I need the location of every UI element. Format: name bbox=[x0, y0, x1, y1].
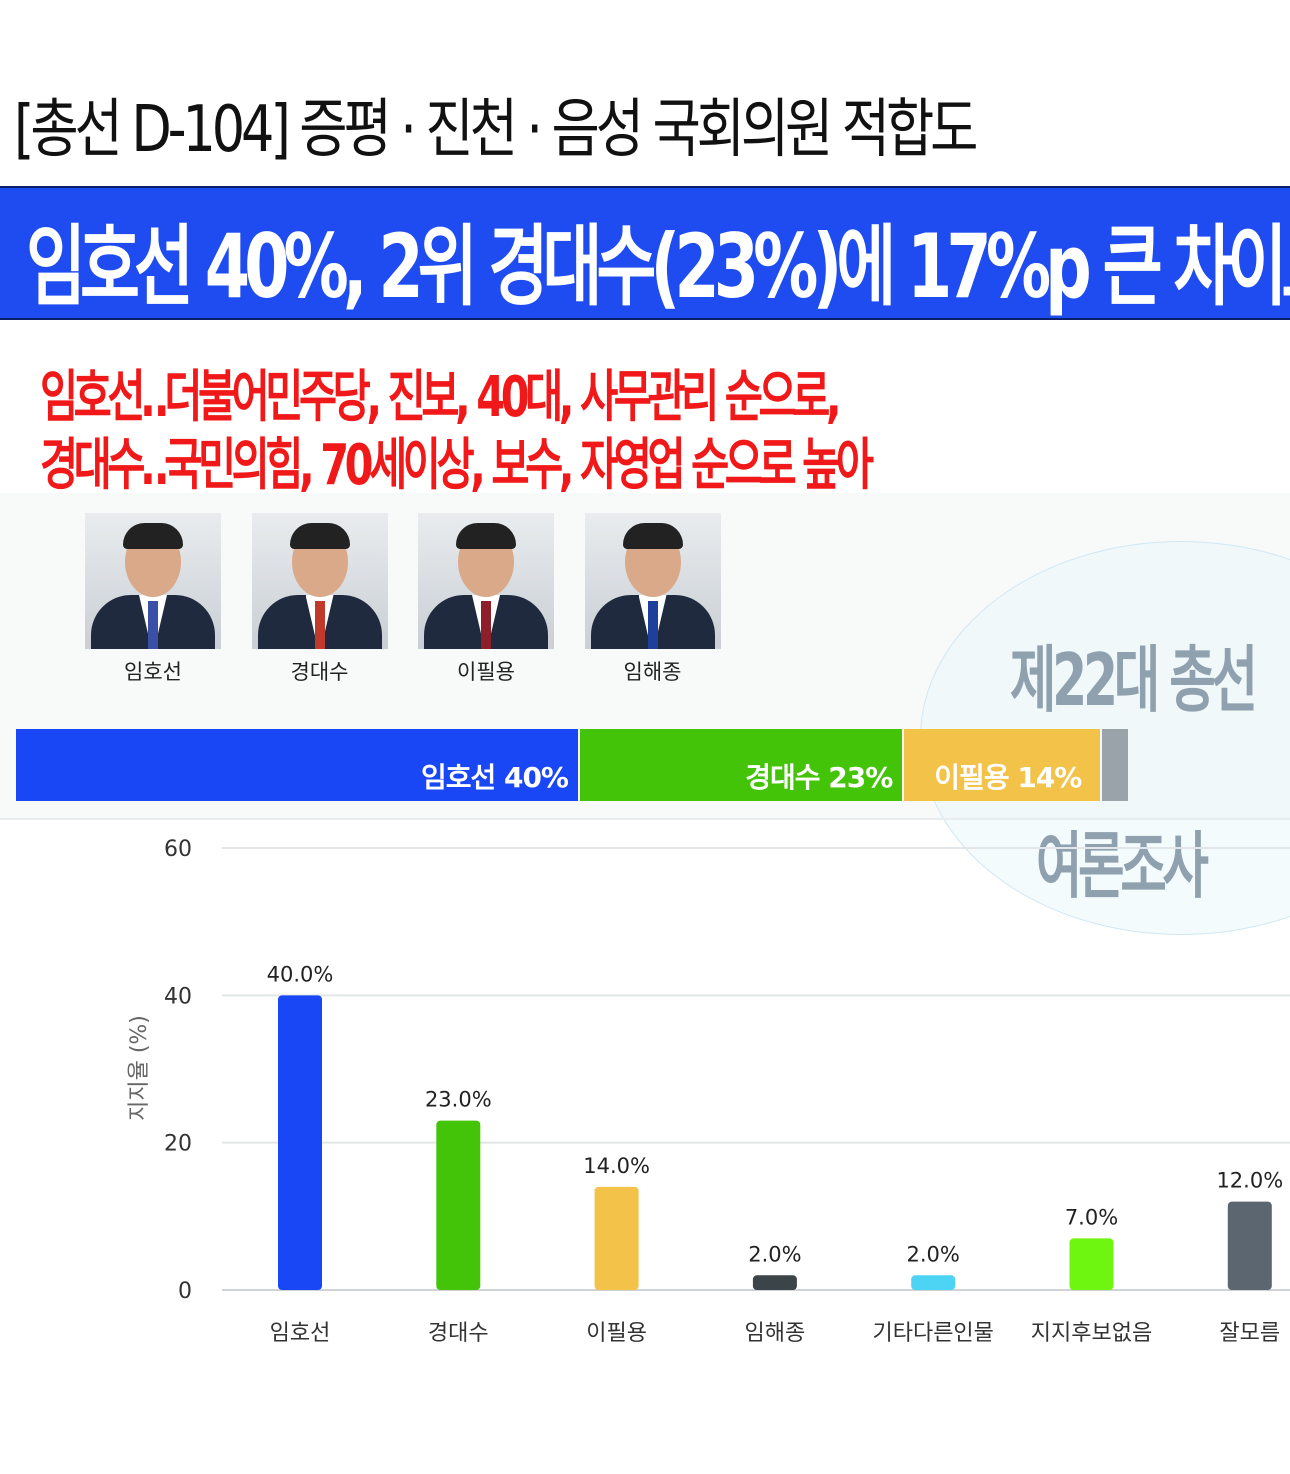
x-tick-label: 임해종 bbox=[745, 1321, 806, 1346]
y-tick-label: 40 bbox=[164, 984, 192, 1009]
watermark-line2: 여론조사 bbox=[1036, 824, 1209, 908]
y-tick-label: 60 bbox=[164, 837, 192, 862]
bar bbox=[594, 1186, 639, 1290]
subheadline-1: 임호선‥더불어민주당, 진보, 40대, 사무관리 순으로, bbox=[40, 365, 842, 430]
bar bbox=[911, 1275, 956, 1290]
candidate-name: 임호선 bbox=[124, 660, 182, 684]
data-label: 40.0% bbox=[267, 962, 334, 986]
x-tick-label: 임호선 bbox=[270, 1321, 331, 1346]
y-tick-label: 0 bbox=[178, 1279, 192, 1304]
stacked-segment-label: 임호선 40% bbox=[420, 761, 569, 794]
candidate-name: 경대수 bbox=[290, 660, 349, 684]
stacked-segment bbox=[904, 729, 1100, 801]
stacked-segment-label: 이필용 14% bbox=[934, 761, 1082, 794]
bar bbox=[752, 1275, 797, 1290]
data-label: 2.0% bbox=[748, 1242, 801, 1266]
data-label: 12.0% bbox=[1216, 1169, 1283, 1193]
candidate-photo bbox=[85, 513, 221, 649]
candidate-photo bbox=[418, 513, 554, 649]
bar bbox=[436, 1120, 481, 1290]
stacked-segment bbox=[16, 729, 578, 801]
bar bbox=[1227, 1201, 1272, 1290]
data-label: 7.0% bbox=[1065, 1205, 1118, 1229]
candidate-name: 이필용 bbox=[457, 660, 515, 684]
data-label: 23.0% bbox=[425, 1088, 492, 1112]
stacked-segment bbox=[580, 729, 903, 801]
x-tick-label: 잘모름 bbox=[1219, 1321, 1280, 1346]
x-tick-label: 지지후보없음 bbox=[1031, 1321, 1152, 1346]
candidate-photo bbox=[251, 513, 388, 649]
divider bbox=[0, 818, 1290, 820]
candidate-name: 임해종 bbox=[623, 660, 682, 684]
bar bbox=[1069, 1238, 1114, 1290]
data-label: 14.0% bbox=[583, 1154, 650, 1178]
x-tick-label: 경대수 bbox=[428, 1321, 489, 1346]
stacked-segment-label: 경대수 23% bbox=[745, 761, 893, 794]
x-tick-label: 이필용 bbox=[586, 1321, 647, 1346]
x-tick-label: 기타다른인물 bbox=[872, 1321, 993, 1346]
bar bbox=[278, 995, 322, 1290]
stacked-segment bbox=[1101, 729, 1128, 801]
y-tick-label: 20 bbox=[164, 1132, 192, 1157]
y-axis-label: 지지율 (%) bbox=[127, 1015, 152, 1121]
subheadline-2: 경대수‥국민의힘, 70세이상, 보수, 자영업 순으로 높아 bbox=[40, 433, 874, 498]
headline-banner bbox=[0, 186, 1290, 320]
kicker-title: [총선 D-104] 증평 · 진천 · 음성 국회의원 적합도 bbox=[14, 93, 978, 167]
candidate-photo bbox=[584, 513, 721, 649]
headline: 임호선 40%, 2위 경대수(23%)에 17%p 큰 차이로 앞서 bbox=[26, 215, 1290, 318]
data-label: 2.0% bbox=[907, 1242, 960, 1266]
watermark-line1: 제22대 총선 bbox=[1010, 638, 1258, 722]
